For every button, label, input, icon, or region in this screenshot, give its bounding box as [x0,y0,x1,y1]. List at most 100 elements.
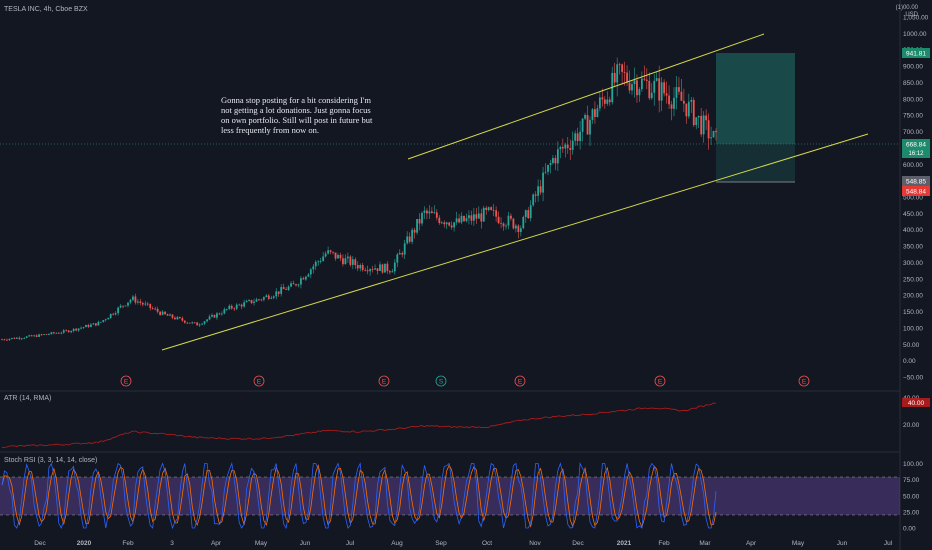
candle-body [601,97,604,100]
candle-body [319,261,322,262]
candle-body [50,332,53,335]
candle-body [426,210,428,214]
candle-body [332,251,334,253]
price-tick: 0.00 [903,358,916,365]
price-axis[interactable]: 1,050.001000.00950.00900.00850.00800.007… [903,15,929,382]
candle-body [117,307,120,314]
candle-body [211,314,213,317]
candle-body [25,336,28,338]
candle-body [109,313,112,318]
time-tick: 2021 [617,540,632,547]
candle-body [663,82,666,94]
candle-body [97,322,100,326]
candle-body [80,327,82,329]
candle-body [174,317,176,320]
price-tick: −50.00 [903,375,923,382]
candle-body [645,79,648,81]
candle-body [534,194,537,196]
earnings-event-marker[interactable]: E [654,375,666,387]
candle-body [606,99,609,104]
candle-body [356,265,359,269]
candle-body [472,214,475,221]
stop-high-badge [902,176,930,186]
time-axis[interactable]: Dec 2020 Feb 3 Apr May Jun Jul Aug Sep Oct Nov Dec 20… [34,540,892,547]
candle-body [579,131,582,142]
stoch-label[interactable]: Stoch RSI (3, 3, 14, 14, close) [4,457,98,464]
earnings-event-marker[interactable]: E [798,375,810,387]
atr-line [1,402,717,448]
position-profit-zone[interactable] [716,53,795,144]
candle-body [77,328,80,331]
candle-body [250,299,253,304]
atr-label[interactable]: ATR (14, RMA) [4,395,52,402]
candle-body [3,339,6,341]
candle-body [366,270,369,272]
earnings-event-marker[interactable]: E [120,375,132,387]
candle-body [673,97,675,109]
candle-body [470,215,473,221]
price-tick: 100.00 [903,325,923,332]
lower-channel-line[interactable] [161,133,869,351]
candle-body [329,250,332,252]
split-event-marker[interactable]: S [435,375,447,387]
candle-body [594,109,596,117]
candle-body [90,324,92,327]
candle-body [112,313,115,315]
candle-body [235,304,238,309]
candle-body [640,78,643,90]
stoch-k-line [1,461,717,530]
stoch-tick: 25.00 [903,509,920,516]
candle-body [564,144,567,149]
candle-body [532,194,535,206]
candle-body [238,304,241,306]
upper-channel-line[interactable] [407,33,765,160]
atr-value-text: 40.00 [908,400,925,407]
candle-body [448,222,451,226]
candle-body [119,305,122,308]
earnings-event-marker[interactable]: E [378,375,390,387]
candle-body [243,302,246,307]
earnings-event-marker[interactable]: E [514,375,526,387]
candle-body [379,264,381,272]
candle-body [482,207,485,222]
candle-body [665,93,668,96]
time-tick: Jul [346,540,355,547]
candle-body [559,147,562,150]
stoch-axis: 100.00 75.00 50.00 25.00 0.00 [903,461,923,533]
candle-body [512,218,515,229]
candle-body [453,222,456,228]
candle-body [435,212,438,218]
time-tick: Feb [122,540,134,547]
candle-body [178,317,181,319]
annotation-note[interactable]: Gonna stop posting for a bit considering… [221,95,373,135]
candle-body [203,321,206,324]
candle-body [510,215,512,219]
event-marker-circle [435,375,447,387]
candle-body [616,64,619,83]
candle-body [495,210,498,217]
candle-body [621,64,624,73]
time-tick: May [792,540,805,547]
earnings-event-marker[interactable]: E [253,375,265,387]
candle-body [6,339,8,341]
time-tick: Mar [699,540,711,547]
candle-body [346,256,349,259]
price-tick: 700.00 [903,129,923,136]
candle-body [8,338,11,340]
time-tick: Jun [300,540,311,547]
candle-body [505,225,507,227]
candle-body [136,301,139,303]
candle-body [450,225,453,228]
candle-body [460,215,463,223]
symbol-title: TESLA INC, 4h, Cboe BZX [4,6,88,13]
candle-body [566,144,569,149]
price-tick: 300.00 [903,260,923,267]
candle-body [255,299,258,302]
candle-body [151,308,154,309]
candle-body [82,327,85,328]
candle-body [15,337,18,339]
countdown-text: 16:12 [908,151,924,157]
candle-body [67,330,70,333]
